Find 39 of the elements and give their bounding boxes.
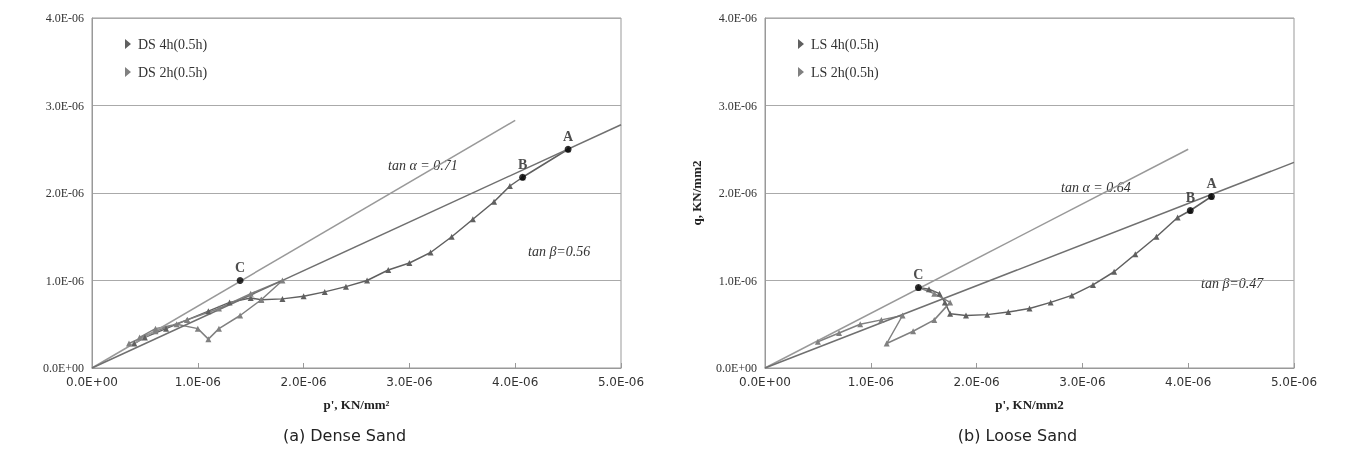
y-tick-label: 3.0E-06 [45, 98, 84, 113]
y-tick-label: 2.0E-06 [718, 186, 757, 200]
y-tick-label: 1.0E-06 [718, 273, 757, 288]
y-tick-label: 2.0E-06 [45, 186, 84, 200]
y-axis-title: q, KN/mm2 [689, 160, 704, 226]
annotation: B [517, 156, 528, 172]
x-tick-label: 4.0E-06 [1165, 375, 1212, 389]
annotation: tan β=0.56 [528, 243, 591, 259]
x-tick-label: 2.0E-06 [280, 375, 327, 389]
annotation: C [235, 260, 246, 275]
y-tick-label: 3.0E-06 [718, 98, 757, 113]
x-tick-label: 4.0E-06 [492, 375, 539, 389]
x-tick-label: 0.0E+00 [739, 375, 791, 389]
annotation: A [563, 128, 575, 144]
y-tick-label: 0.0E+00 [715, 361, 757, 375]
x-tick-label: 1.0E-06 [174, 375, 221, 389]
legend-label: DS 2h(0.5h) [138, 64, 208, 81]
x-tick-label: 3.0E-06 [386, 375, 433, 389]
x-tick-label: 0.0E+00 [66, 375, 118, 389]
legend-label: DS 4h(0.5h) [138, 36, 208, 53]
text: (b) Loose Sand [957, 425, 1078, 445]
x-tick-label: 3.0E-06 [1059, 375, 1106, 389]
text: (a) Dense Sand [282, 425, 407, 445]
x-tick-label: 2.0E-06 [953, 375, 1000, 389]
y-tick-label: 0.0E+00 [42, 361, 84, 375]
legend-label: LS 4h(0.5h) [811, 36, 879, 53]
y-tick-label: 4.0E-06 [45, 11, 84, 25]
x-tick-label: 5.0E-06 [1270, 375, 1318, 389]
annotation: B [1185, 190, 1195, 205]
y-tick-label: 1.0E-06 [45, 273, 84, 288]
x-axis-title: p', KN/mm² [323, 397, 390, 412]
annotation: tan α = 0.64 [1061, 179, 1131, 195]
x-tick-label: 1.0E-06 [847, 375, 894, 389]
x-axis-title: p', KN/mm2 [995, 397, 1064, 412]
x-tick-label: 5.0E-06 [597, 375, 645, 389]
legend-label: LS 2h(0.5h) [811, 64, 879, 81]
annotation: C [913, 267, 924, 282]
annotation: A [1206, 176, 1218, 191]
y-tick-label: 4.0E-06 [718, 11, 757, 25]
